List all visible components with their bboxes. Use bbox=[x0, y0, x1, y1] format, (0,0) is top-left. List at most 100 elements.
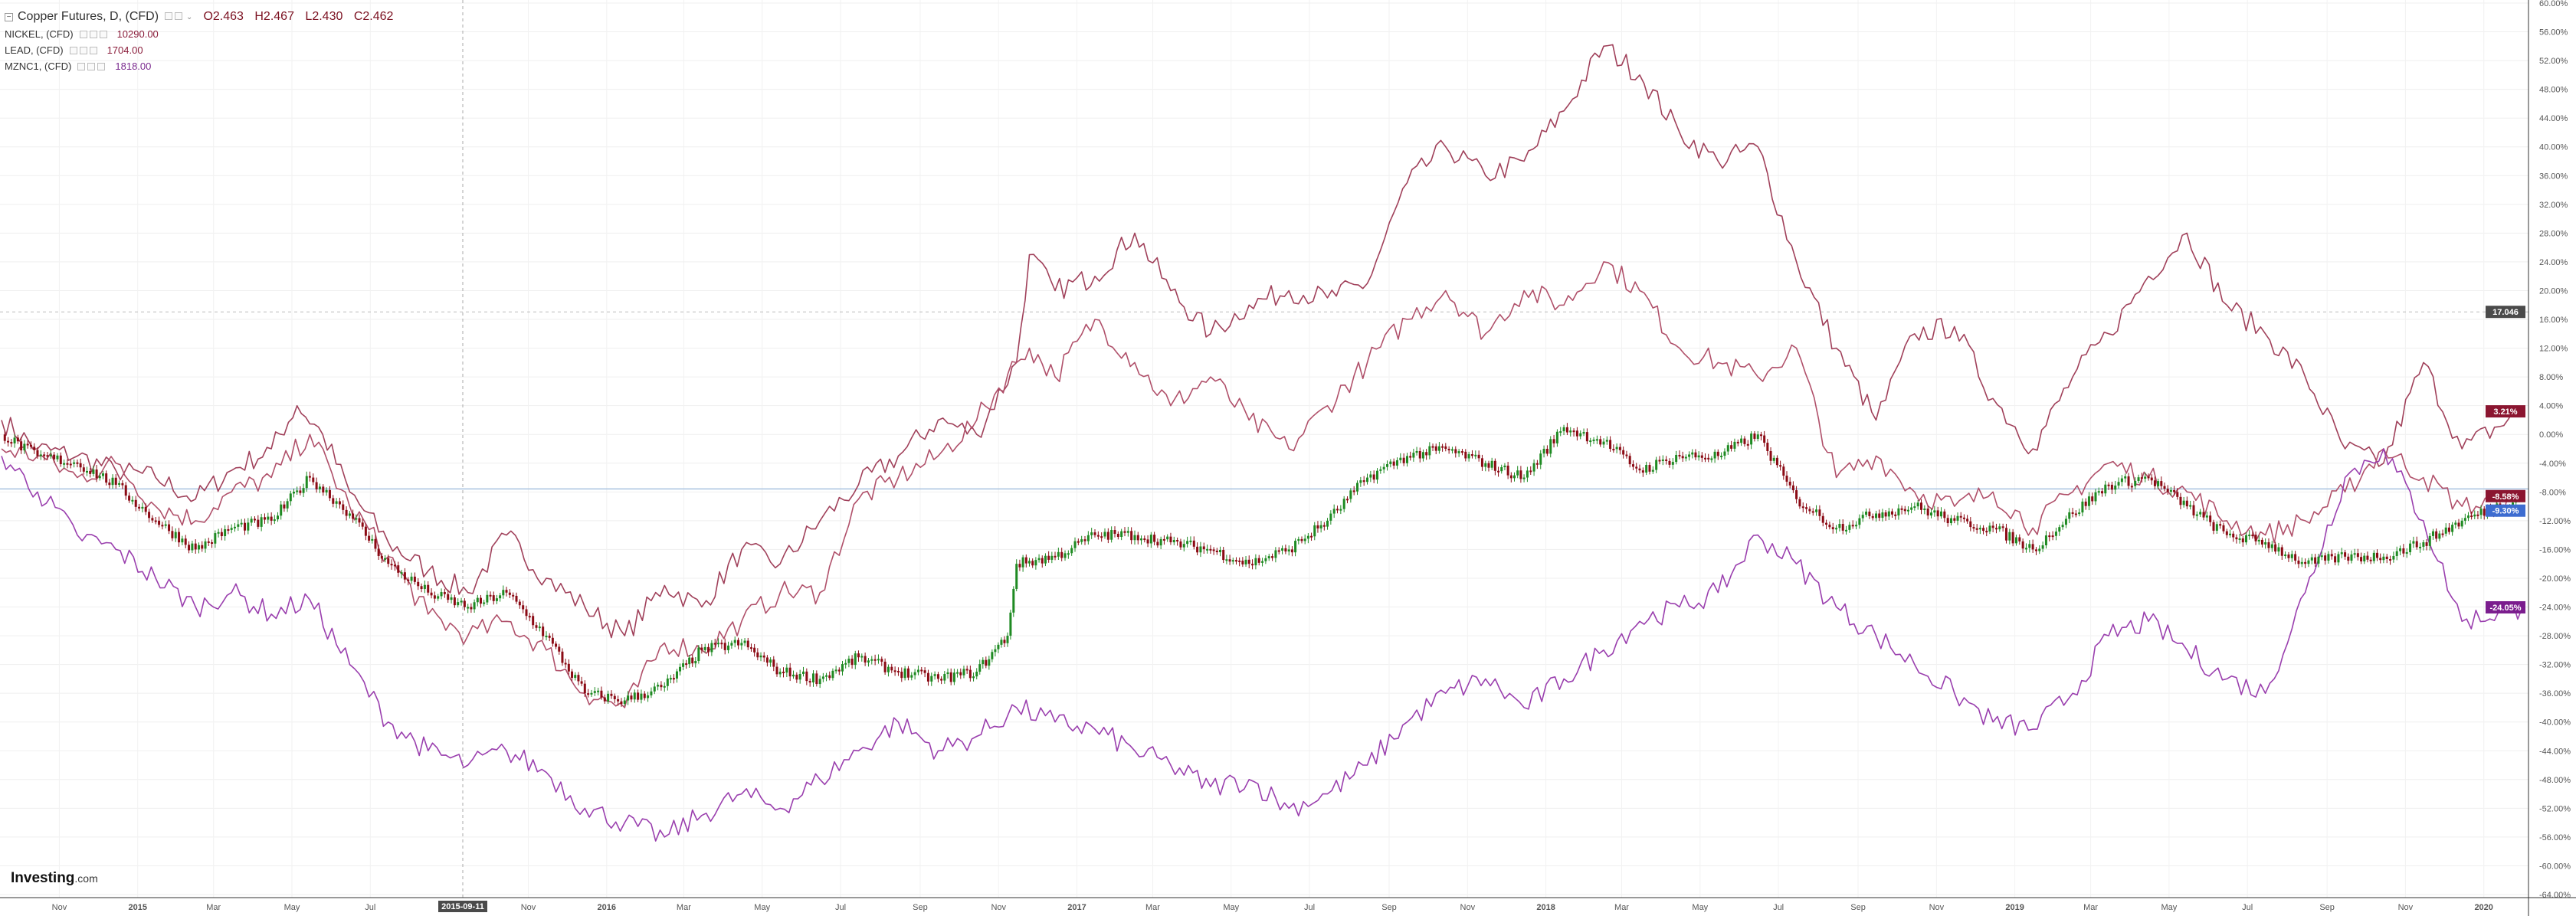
open-value: O2.463 bbox=[203, 10, 244, 23]
eye-icon[interactable] bbox=[77, 62, 86, 70]
candle-body bbox=[1684, 456, 1687, 459]
candle-body bbox=[2290, 554, 2293, 558]
close-icon[interactable] bbox=[99, 30, 107, 38]
legend-item-nickel[interactable]: NICKEL, (CFD) 10290.00 bbox=[5, 26, 401, 42]
candle-body bbox=[877, 659, 880, 661]
x-tick-label: May bbox=[1223, 903, 1239, 912]
candle-body bbox=[1212, 549, 1215, 551]
x-axis[interactable]: Nov 2015 Mar May Jul Nov 2016 Mar May Jul Sep Nov 20… bbox=[0, 897, 2576, 912]
close-icon[interactable] bbox=[89, 46, 97, 54]
candle-body bbox=[978, 664, 982, 672]
legend-item-lead[interactable]: LEAD, (CFD) 1704.00 bbox=[5, 42, 401, 58]
candle-body bbox=[1050, 555, 1054, 560]
candle-body bbox=[476, 597, 479, 603]
y-tick-label: 4.00% bbox=[2539, 402, 2563, 411]
chart-title: Copper Futures, D, (CFD) bbox=[18, 10, 159, 23]
candle-body bbox=[1123, 531, 1126, 533]
candle-body bbox=[470, 607, 473, 610]
settings-icon[interactable] bbox=[165, 12, 173, 20]
candle-body bbox=[1998, 526, 2001, 530]
candle-body bbox=[844, 662, 847, 665]
settings-icon[interactable] bbox=[89, 30, 97, 38]
candle-body bbox=[1949, 518, 1952, 524]
series-lines bbox=[1, 44, 2523, 842]
candle-body bbox=[2310, 557, 2313, 561]
y-axis[interactable]: 60.00% 56.00% 52.00% 48.00% 44.00% 40.00% 36.0… bbox=[2528, 0, 2571, 916]
candle-body bbox=[1034, 560, 1037, 566]
candle-body bbox=[1169, 536, 1172, 543]
x-tick-label: Jul bbox=[2242, 903, 2253, 912]
candle-body bbox=[1811, 511, 1814, 513]
chevron-down-icon[interactable]: ⌄ bbox=[186, 12, 193, 21]
candle-body bbox=[335, 501, 338, 504]
candle-body bbox=[2144, 476, 2147, 479]
candle-body bbox=[2150, 477, 2153, 481]
candle-body bbox=[1516, 470, 1519, 476]
candle-body bbox=[184, 538, 187, 545]
candle-body bbox=[1884, 512, 1887, 517]
candle-body bbox=[1769, 450, 1772, 461]
candle-body bbox=[697, 647, 700, 661]
candle-body bbox=[1655, 460, 1658, 470]
candle-body bbox=[727, 645, 730, 650]
y-tick-label: 28.00% bbox=[2539, 229, 2568, 238]
legend-label: NICKEL, (CFD) bbox=[5, 28, 74, 40]
candle-body bbox=[1878, 513, 1881, 519]
candle-body bbox=[1464, 451, 1467, 459]
collapse-icon[interactable]: − bbox=[5, 12, 13, 21]
candle-body bbox=[603, 697, 606, 702]
candle-body bbox=[2356, 553, 2359, 558]
candle-body bbox=[920, 669, 923, 672]
candle-body bbox=[808, 681, 811, 683]
candle-body bbox=[1231, 560, 1234, 562]
candle-body bbox=[1009, 612, 1012, 636]
candle-body bbox=[1743, 438, 1746, 444]
candle-body bbox=[2376, 552, 2379, 558]
candle-body bbox=[1756, 434, 1759, 439]
candle-body bbox=[694, 660, 697, 664]
candle-body bbox=[1572, 430, 1575, 433]
candle-body bbox=[522, 605, 525, 610]
value-tag-bg bbox=[2486, 306, 2525, 319]
candle-body bbox=[2251, 535, 2254, 537]
candle-body bbox=[1287, 549, 1290, 552]
candle-body bbox=[1651, 469, 1654, 472]
eye-icon[interactable] bbox=[79, 30, 87, 38]
close-icon[interactable] bbox=[97, 62, 106, 70]
candle-body bbox=[211, 542, 214, 545]
candle-body bbox=[883, 661, 887, 672]
candle-body bbox=[1047, 555, 1050, 560]
candle-body bbox=[302, 488, 305, 493]
settings-icon[interactable] bbox=[79, 46, 87, 54]
candle-body bbox=[988, 659, 991, 666]
close-icon[interactable] bbox=[175, 12, 183, 20]
candle-body bbox=[1192, 540, 1195, 547]
candle-body bbox=[1694, 452, 1697, 458]
y-tick-label: -64.00% bbox=[2539, 891, 2571, 900]
candle-body bbox=[1503, 465, 1506, 468]
candle-body bbox=[2244, 535, 2247, 543]
value-tag-label: -9.30% bbox=[2492, 507, 2519, 516]
candle-body bbox=[1497, 470, 1500, 473]
candle-body bbox=[1015, 564, 1018, 589]
settings-icon[interactable] bbox=[87, 62, 96, 70]
candle-body bbox=[197, 545, 200, 550]
candle-body bbox=[730, 643, 733, 646]
legend-item-zinc[interactable]: MZNC1, (CFD) 1818.00 bbox=[5, 58, 401, 74]
candle-body bbox=[2264, 542, 2267, 545]
candle-body bbox=[723, 643, 726, 650]
candle-body bbox=[380, 555, 383, 559]
y-tick-label: -40.00% bbox=[2539, 718, 2571, 728]
candle-body bbox=[158, 520, 161, 525]
candle-body bbox=[161, 525, 164, 527]
candle-body bbox=[23, 443, 26, 451]
eye-icon[interactable] bbox=[69, 46, 77, 54]
candle-body bbox=[423, 584, 426, 590]
y-tick-label: -36.00% bbox=[2539, 689, 2571, 698]
candle-body bbox=[679, 666, 682, 672]
candle-body bbox=[217, 532, 220, 534]
candle-body bbox=[740, 643, 743, 646]
candle-body bbox=[2297, 560, 2300, 564]
candle-body bbox=[2074, 513, 2077, 515]
